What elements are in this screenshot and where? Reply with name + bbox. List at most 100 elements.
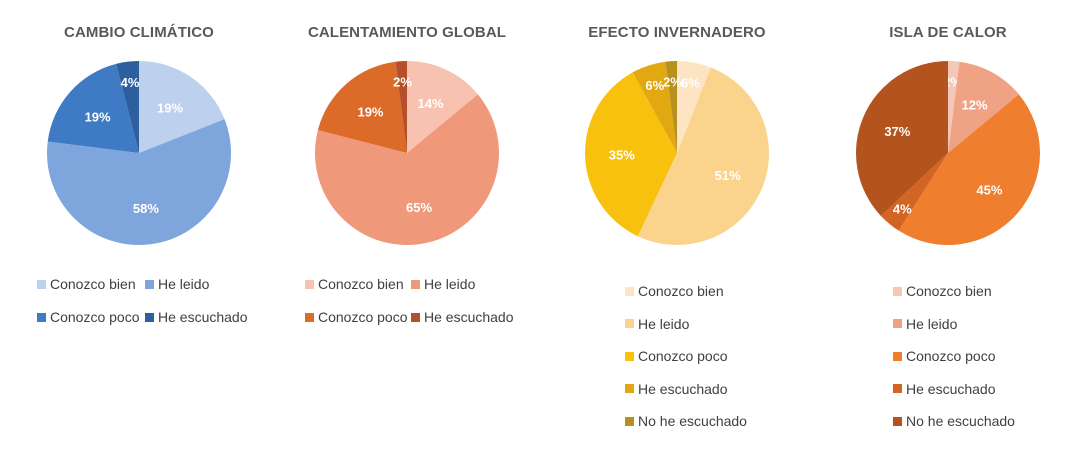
legend-item-conozco-poco: Conozco poco (37, 309, 140, 325)
chart-panel-cambio-climatico: CAMBIO CLIMÁTICO 19% 58% 19% 4% Conozco bie… (29, 0, 249, 449)
pie-slice-conozco-bien (139, 61, 225, 153)
pie-chart: 6% 51% 35% 6%2% (585, 61, 769, 245)
legend-item-conozco-bien: Conozco bien (37, 276, 136, 292)
pie-slice-he-escuchado (116, 61, 139, 153)
chart-legend: Conozco bien He leido Conozco poco He escuc… (893, 283, 1073, 443)
data-label-he-escuchado: 2% (393, 74, 412, 89)
data-label-he-leido: 58% (133, 201, 159, 216)
pie-slice-no-he-escuchado (856, 61, 948, 216)
chart-title: EFECTO INVERNADERO (588, 24, 766, 41)
pie-chart: 14% 65% 19% 2% (315, 61, 499, 245)
data-label-he-escuchado: 4% (121, 75, 140, 90)
legend-item-he-leido: He leido (893, 316, 957, 332)
legend-label: He escuchado (424, 309, 514, 325)
data-label-conozco-poco: 19% (85, 109, 111, 124)
pie-chart: 19% 58% 19% 4% (46, 61, 231, 246)
data-label-he-leido: 51% (715, 168, 741, 183)
legend-label: No he escuchado (638, 413, 747, 429)
chart-panel-efecto-invernadero: EFECTO INVERNADERO 6% 51% 35% 6% 2% Conozco … (567, 0, 787, 449)
pie-slice-conozco-poco (898, 94, 1040, 245)
pie-slice-he-escuchado (880, 153, 948, 231)
data-label-conozco-poco: 19% (357, 105, 383, 120)
data-label-no-he-escuchado: 2% (663, 74, 682, 89)
legend-label: Conozco bien (318, 276, 404, 292)
legend-label: Conozco bien (638, 283, 724, 299)
legend-label: He leido (906, 315, 958, 332)
data-label-he-leido: 12% (962, 98, 988, 113)
chart-title: CALENTAMIENTO GLOBAL (307, 24, 507, 41)
legend-item-he-leido: He leido (145, 276, 209, 292)
legend-item-he-leido: He leido (625, 316, 689, 332)
pie-slice-he-leido (948, 61, 1019, 153)
legend-item-conozco-bien: Conozco bien (305, 276, 404, 292)
legend-label: Conozco bien (906, 283, 992, 299)
pie-slice-he-leido (315, 94, 499, 245)
legend-label: He leido (158, 276, 210, 292)
legend-swatch (145, 279, 154, 289)
legend-item-conozco-poco: Conozco poco (625, 348, 728, 364)
legend-label: He leido (638, 315, 690, 332)
legend-label: He escuchado (906, 380, 996, 397)
legend-swatch (305, 279, 314, 289)
legend-swatch (145, 312, 154, 322)
pie-slice-conozco-poco (47, 63, 139, 153)
legend-item-he-escuchado: He escuchado (893, 381, 996, 397)
legend-item-no-he-escuchado: No he escuchado (625, 413, 747, 429)
legend-item-conozco-bien: Conozco bien (625, 283, 724, 299)
legend-label: No he escuchado (906, 413, 1015, 429)
legend-swatch (37, 312, 46, 322)
pie-slice-conozco-bien (677, 61, 711, 153)
legend-swatch (37, 279, 46, 289)
legend-swatch (625, 351, 634, 361)
pie-slice-conozco-poco (317, 61, 407, 153)
legend-label: Conozco poco (906, 348, 996, 364)
legend-item-he-escuchado: He escuchado (145, 309, 248, 325)
legend-swatch (305, 312, 314, 322)
legend-swatch (893, 319, 902, 328)
legend-swatch (625, 384, 634, 393)
pie-slice-he-leido (46, 119, 231, 246)
legend-swatch (625, 416, 634, 426)
legend-item-conozco-poco: Conozco poco (893, 348, 996, 364)
pie-slice-conozco-poco (585, 72, 677, 237)
pie-slice-he-leido (637, 67, 769, 245)
pie-slice-conozco-bien (407, 61, 478, 153)
data-label-he-escuchado: 6% (645, 78, 664, 93)
chart-legend: Conozco bien He leido Conozco poco He escuc… (625, 283, 805, 443)
legend-swatch (893, 286, 902, 296)
legend-label: He escuchado (158, 309, 248, 325)
legend-item-he-escuchado: He escuchado (411, 309, 514, 325)
data-label-he-escuchado: 4% (893, 201, 912, 216)
legend-label: He leido (424, 276, 476, 292)
data-label-conozco-bien: 14% (417, 96, 443, 111)
legend-label: Conozco poco (638, 348, 728, 364)
chart-title: ISLA DE CALOR (889, 24, 1007, 41)
data-label-no-he-escuchado: 37% (884, 124, 910, 139)
pie-slice-no-he-escuchado (665, 61, 677, 153)
legend-item-no-he-escuchado: No he escuchado (893, 413, 1015, 429)
data-label-conozco-poco: 35% (609, 148, 635, 163)
pie-slice-he-escuchado (632, 61, 677, 153)
legend-item-conozco-poco: Conozco poco (305, 309, 408, 325)
pie-chart: 2%12%45%4%37% (856, 61, 1040, 245)
chart-panel-isla-de-calor: ISLA DE CALOR 2% 12% 45% 4% 37% Conozco bien… (838, 0, 1058, 449)
legend-item-he-escuchado: He escuchado (625, 381, 728, 397)
legend-label: Conozco poco (50, 309, 140, 325)
legend-swatch (893, 416, 902, 426)
legend-item-conozco-bien: Conozco bien (893, 283, 992, 299)
legend-label: Conozco poco (318, 309, 408, 325)
data-label-conozco-bien: 6% (681, 76, 700, 91)
legend-label: He escuchado (638, 380, 728, 397)
legend-swatch (625, 286, 634, 296)
legend-swatch (893, 384, 902, 393)
legend-label: Conozco bien (50, 276, 136, 292)
chart-panel-calentamiento-global: CALENTAMIENTO GLOBAL 14% 65% 19% 2% Conozco… (297, 0, 517, 449)
legend-swatch (411, 279, 420, 289)
legend-swatch (893, 351, 902, 361)
legend-swatch (411, 312, 420, 322)
legend-item-he-leido: He leido (411, 276, 475, 292)
chart-legend: Conozco bien He leido Conozco poco He escuc… (37, 276, 257, 336)
chart-title: CAMBIO CLIMÁTICO (64, 24, 214, 41)
data-label-conozco-poco: 45% (976, 183, 1002, 198)
chart-legend: Conozco bien He leido Conozco poco He escuc… (305, 276, 525, 336)
